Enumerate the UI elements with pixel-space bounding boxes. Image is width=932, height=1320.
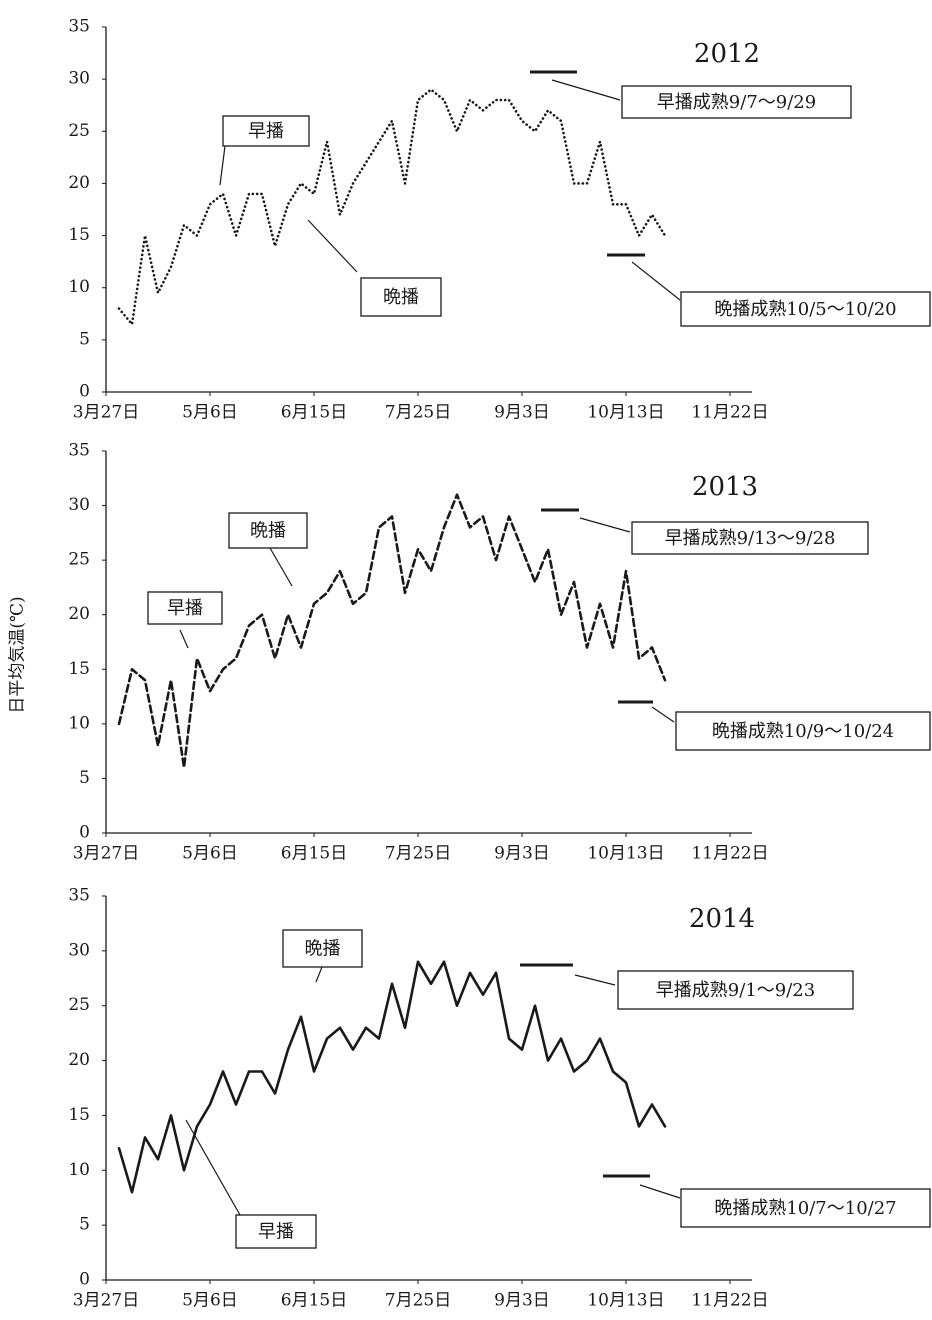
- annotation-box: [282, 929, 363, 968]
- annotation: 早播成熟9/7〜9/29: [657, 92, 816, 113]
- x-tick-label: 6月15日: [281, 1291, 347, 1311]
- y-tick-label: 15: [68, 1105, 90, 1125]
- leader-line: [651, 706, 675, 723]
- leader-line: [579, 517, 631, 533]
- y-tick-label: 10: [68, 713, 90, 733]
- x-tick-label: 6月15日: [281, 403, 347, 423]
- temperature-line: [117, 493, 667, 769]
- annotation-box: [222, 115, 310, 147]
- y-tick-label: 0: [79, 823, 90, 843]
- annotation: 晩播成熟10/5〜10/20: [714, 299, 896, 320]
- temperature-line: [117, 960, 667, 1194]
- annotation-box: [235, 1214, 317, 1249]
- x-tick-label: 3月27日: [73, 844, 139, 864]
- y-tick-label: 15: [68, 659, 90, 679]
- chart-title: 2012: [694, 39, 760, 69]
- x-tick-label: 10月13日: [587, 844, 664, 864]
- annotation: 早播: [167, 598, 203, 619]
- annotation: 晩播: [383, 287, 419, 308]
- leader-line: [631, 261, 681, 301]
- y-tick-label: 20: [68, 173, 90, 193]
- leader-line: [574, 974, 616, 986]
- y-tick-label: 10: [68, 277, 90, 297]
- annotation: 晩播成熟10/7〜10/27: [714, 1198, 896, 1219]
- annotation-box: [360, 277, 442, 317]
- x-tick-label: 9月3日: [494, 1291, 550, 1311]
- annotation-box: [675, 711, 931, 751]
- y-tick-label: 10: [68, 1160, 90, 1180]
- y-tick-label: 35: [68, 886, 90, 906]
- x-tick-label: 5月6日: [182, 1291, 238, 1311]
- annotation: 晩播: [250, 521, 286, 542]
- annotation: 晩播: [305, 939, 341, 960]
- x-tick-label: 9月3日: [494, 844, 550, 864]
- y-tick-label: 5: [79, 768, 90, 788]
- leader-line: [269, 547, 293, 587]
- annotation: 早播: [258, 1222, 294, 1243]
- annotation-box: [147, 591, 223, 625]
- leader-line: [185, 1119, 241, 1216]
- y-tick-label: 20: [68, 1050, 90, 1070]
- annotation-box: [228, 512, 308, 549]
- x-tick-label: 5月6日: [182, 403, 238, 423]
- y-axis-label: 日平均気温(℃): [8, 596, 28, 713]
- leader-line: [219, 145, 226, 186]
- y-tick-label: 5: [79, 1215, 90, 1235]
- leader-line: [307, 219, 358, 273]
- y-tick-label: 0: [79, 1270, 90, 1290]
- y-tick-label: 15: [68, 225, 90, 245]
- x-tick-label: 3月27日: [73, 1291, 139, 1311]
- annotation-box: [617, 970, 854, 1010]
- annotation-box: [631, 521, 869, 555]
- annotation: 早播成熟9/13〜9/28: [665, 528, 836, 549]
- y-tick-label: 25: [68, 995, 90, 1015]
- chart-title: 2014: [689, 904, 755, 934]
- x-tick-label: 9月3日: [494, 403, 550, 423]
- x-tick-label: 3月27日: [73, 403, 139, 423]
- leader-line: [639, 1184, 681, 1199]
- x-tick-label: 11月22日: [691, 403, 768, 423]
- y-tick-label: 35: [68, 17, 90, 37]
- y-tick-label: 0: [79, 382, 90, 402]
- chart-title: 2013: [692, 472, 758, 502]
- y-tick-label: 20: [68, 604, 90, 624]
- x-tick-label: 7月25日: [385, 844, 451, 864]
- x-tick-label: 5月6日: [182, 844, 238, 864]
- annotation-box: [621, 85, 852, 119]
- annotation-box: [680, 1188, 931, 1228]
- x-tick-label: 11月22日: [691, 844, 768, 864]
- annotation: 晩播成熟10/9〜10/24: [712, 721, 894, 742]
- y-tick-label: 25: [68, 121, 90, 141]
- y-tick-label: 35: [68, 441, 90, 461]
- leader-line: [551, 79, 621, 101]
- x-tick-label: 11月22日: [691, 1291, 768, 1311]
- x-tick-label: 6月15日: [281, 844, 347, 864]
- y-tick-label: 30: [68, 69, 90, 89]
- y-tick-label: 30: [68, 495, 90, 515]
- y-tick-label: 5: [79, 329, 90, 349]
- x-tick-label: 10月13日: [587, 403, 664, 423]
- temperature-line: [117, 88, 667, 326]
- annotation: 早播: [248, 121, 284, 142]
- annotation: 早播成熟9/1〜9/23: [656, 980, 815, 1001]
- leader-line: [315, 966, 323, 983]
- leader-line: [179, 629, 189, 649]
- annotation-box: [680, 291, 931, 327]
- x-tick-label: 7月25日: [385, 403, 451, 423]
- y-tick-label: 25: [68, 550, 90, 570]
- x-tick-label: 7月25日: [385, 1291, 451, 1311]
- x-tick-label: 10月13日: [587, 1291, 664, 1311]
- y-tick-label: 30: [68, 940, 90, 960]
